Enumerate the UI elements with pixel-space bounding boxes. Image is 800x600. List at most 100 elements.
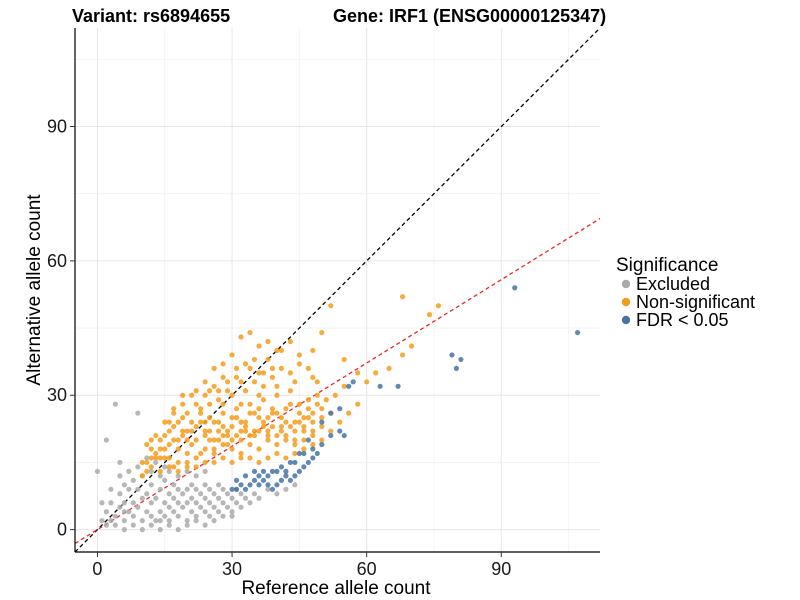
data-point-non-significant: [310, 419, 316, 425]
data-point-fdr-0-05: [260, 477, 267, 483]
data-point-excluded: [121, 500, 127, 506]
data-point-non-significant: [189, 428, 195, 434]
data-point-non-significant: [319, 423, 325, 430]
data-point-excluded: [180, 504, 186, 510]
data-point-fdr-0-05: [256, 473, 262, 479]
data-point-non-significant: [157, 437, 163, 443]
data-point-fdr-0-05: [310, 455, 316, 461]
data-point-non-significant: [238, 401, 244, 407]
data-point-non-significant: [229, 415, 235, 421]
data-point-non-significant: [256, 343, 262, 349]
y-tick-label: 60: [47, 251, 67, 271]
data-point-non-significant: [399, 352, 406, 358]
data-point-non-significant: [211, 419, 217, 425]
data-point-excluded: [157, 486, 163, 492]
data-point-fdr-0-05: [278, 464, 285, 470]
data-point-fdr-0-05: [287, 459, 293, 466]
data-point-non-significant: [215, 419, 222, 425]
legend-key-non-significant: [621, 297, 631, 307]
data-point-excluded: [139, 518, 145, 524]
data-point-fdr-0-05: [251, 477, 258, 483]
data-point-non-significant: [256, 459, 262, 466]
data-point-non-significant: [211, 383, 217, 389]
data-point-non-significant: [314, 392, 320, 398]
data-point-non-significant: [265, 338, 271, 345]
data-point-non-significant: [180, 415, 186, 421]
data-point-non-significant: [153, 455, 159, 461]
data-point-excluded: [112, 522, 118, 528]
data-point-non-significant: [364, 379, 370, 385]
axes: [74, 28, 600, 553]
data-point-excluded: [274, 491, 280, 497]
data-point-non-significant: [256, 370, 262, 376]
data-point-non-significant: [224, 432, 231, 439]
data-point-non-significant: [310, 374, 316, 380]
data-point-excluded: [189, 482, 195, 488]
data-point-non-significant: [238, 334, 244, 340]
data-point-excluded: [198, 491, 204, 497]
data-point-non-significant: [274, 432, 280, 439]
data-point-excluded: [148, 482, 154, 488]
data-point-non-significant: [274, 383, 280, 389]
data-point-fdr-0-05: [314, 450, 320, 457]
data-point-non-significant: [220, 423, 226, 430]
data-point-excluded: [166, 468, 172, 474]
data-point-non-significant: [292, 450, 298, 457]
data-point-excluded: [148, 513, 154, 519]
data-point-non-significant: [355, 370, 361, 376]
data-point-excluded: [215, 495, 222, 501]
data-point-fdr-0-05: [449, 352, 455, 358]
data-point-fdr-0-05: [328, 410, 334, 416]
data-point-non-significant: [265, 415, 271, 421]
data-point-non-significant: [265, 432, 271, 439]
data-point-non-significant: [166, 428, 172, 434]
data-point-non-significant: [386, 365, 392, 371]
data-point-fdr-0-05: [287, 477, 293, 483]
data-point-fdr-0-05: [274, 482, 280, 488]
data-point-non-significant: [148, 446, 154, 452]
data-point-excluded: [126, 468, 132, 474]
data-point-excluded: [207, 500, 213, 506]
data-point-fdr-0-05: [319, 441, 325, 448]
data-point-non-significant: [238, 450, 244, 457]
data-point-excluded: [211, 518, 217, 524]
data-point-non-significant: [247, 329, 253, 336]
data-point-non-significant: [269, 406, 276, 412]
data-point-non-significant: [193, 464, 199, 470]
data-point-non-significant: [265, 356, 271, 363]
data-point-non-significant: [296, 401, 302, 407]
data-point-non-significant: [233, 432, 240, 439]
data-point-non-significant: [211, 365, 217, 371]
data-point-non-significant: [162, 432, 168, 439]
data-point-excluded: [238, 504, 244, 510]
data-point-non-significant: [319, 329, 325, 336]
data-point-non-significant: [166, 441, 172, 448]
legend-label-non-significant: Non-significant: [636, 292, 755, 312]
data-point-non-significant: [189, 419, 195, 425]
data-point-non-significant: [224, 441, 231, 448]
data-point-non-significant: [260, 370, 267, 376]
data-point-non-significant: [202, 379, 208, 385]
data-point-non-significant: [184, 459, 190, 466]
data-point-fdr-0-05: [242, 473, 249, 479]
data-point-excluded: [153, 495, 159, 501]
data-point-non-significant: [310, 432, 316, 439]
data-point-non-significant: [301, 415, 307, 421]
data-point-excluded: [184, 486, 190, 492]
data-point-fdr-0-05: [256, 482, 262, 488]
data-point-excluded: [215, 509, 222, 515]
data-point-non-significant: [256, 428, 262, 434]
data-point-fdr-0-05: [247, 482, 253, 488]
data-point-non-significant: [283, 432, 289, 439]
data-point-excluded: [99, 518, 105, 524]
data-point-non-significant: [247, 455, 253, 461]
data-point-excluded: [242, 495, 249, 501]
data-point-non-significant: [139, 459, 145, 466]
data-point-non-significant: [242, 428, 249, 434]
data-point-excluded: [171, 495, 177, 501]
data-point-non-significant: [328, 428, 334, 434]
data-point-non-significant: [215, 397, 222, 403]
data-point-excluded: [224, 504, 231, 510]
data-point-excluded: [157, 509, 163, 515]
data-point-non-significant: [198, 450, 204, 457]
